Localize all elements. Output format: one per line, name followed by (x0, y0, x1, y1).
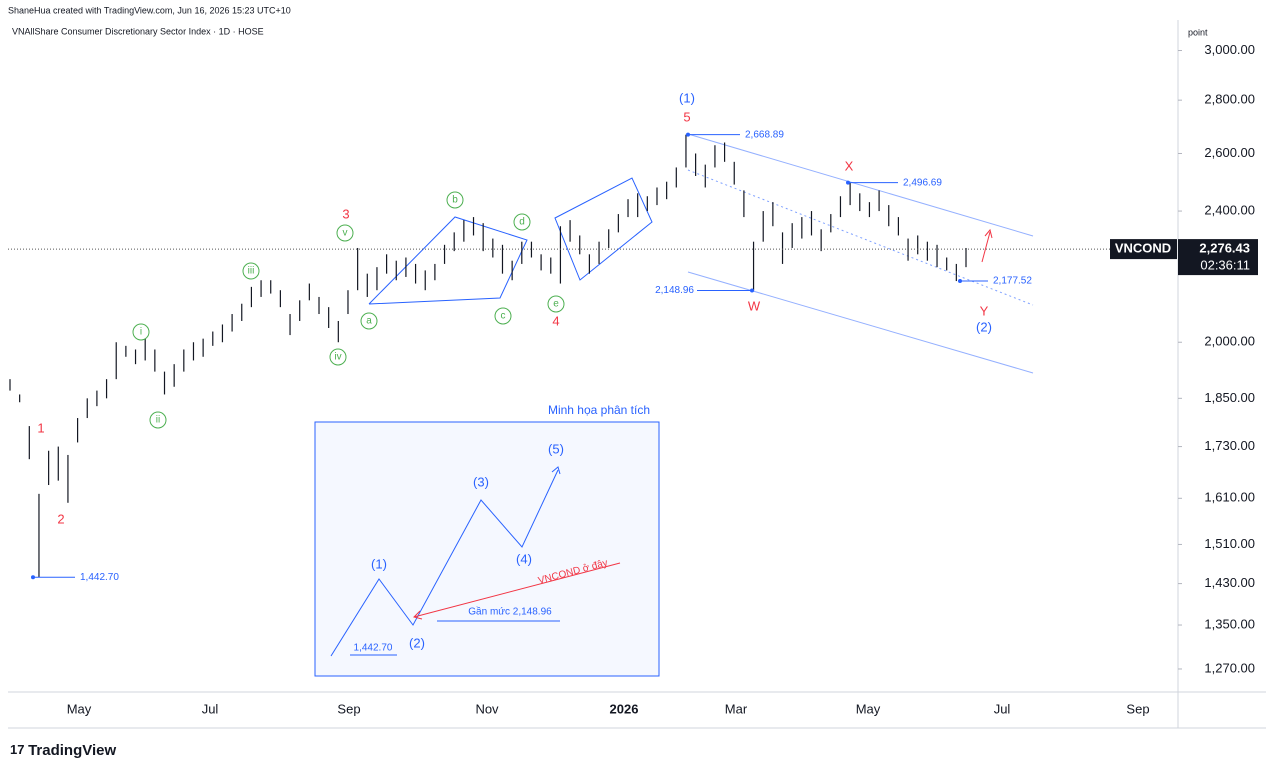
wave-label: iv (334, 352, 341, 363)
wave-circle (547, 295, 565, 313)
credit: ShaneHua created with TradingView.com, J… (8, 5, 291, 15)
price-marker-dot (31, 575, 35, 580)
price-marker-dot (686, 132, 690, 137)
wave-label: c (501, 311, 506, 322)
channel-upper (687, 133, 1034, 237)
x-tick-label: Nov (475, 701, 499, 716)
channel-mid (687, 169, 1034, 306)
x-tick-label: Sep (337, 701, 360, 716)
up-arrow-head (984, 228, 993, 239)
drawings: Minh họa phân tích 1,442.70 Gần mức 2,14… (314, 133, 1034, 677)
wave-label: 4 (552, 313, 559, 328)
wave-label: 2 (57, 511, 64, 526)
price-label: 2,668.89 (745, 129, 784, 140)
inset-wave-label: (1) (371, 556, 387, 571)
wave-label: 3 (342, 206, 349, 221)
inset-red-arrow (413, 562, 621, 618)
inset-title: Minh họa phân tích (548, 403, 650, 417)
wave-label: v (343, 228, 348, 239)
x-tick-label: May (856, 701, 881, 716)
wave-label: d (519, 217, 525, 228)
y-tick-label: 2,600.00 (1204, 145, 1255, 160)
inset-wave-label: (2) (409, 635, 425, 650)
y-tick-label: 2,000.00 (1204, 334, 1255, 349)
triangle (368, 216, 528, 305)
wave-circle (513, 213, 531, 231)
price-label: 1,442.70 (80, 572, 119, 583)
y-tick-label: 1,510.00 (1204, 536, 1255, 551)
wave-label: 1 (37, 420, 44, 435)
channel-box (554, 177, 653, 281)
inset-wave-label: (3) (473, 474, 489, 489)
wave-circle (132, 323, 150, 341)
y-tick-label: 1,730.00 (1204, 438, 1255, 453)
wave-circle (360, 312, 378, 330)
wave-circle (494, 307, 512, 325)
inset-wave-label: (4) (516, 551, 532, 566)
x-tick-label: 2026 (610, 701, 639, 716)
wave-label: ii (156, 415, 160, 426)
wave-label: (2) (976, 319, 992, 334)
x-tick-label: Jul (994, 701, 1011, 716)
wave-circle (336, 224, 354, 242)
wave-label: iii (248, 266, 255, 277)
axis-unit: point (1188, 27, 1208, 37)
price-label: 2,496.69 (903, 177, 942, 188)
wave-circle (329, 348, 347, 366)
inset-red-arrowhead (413, 610, 423, 620)
x-tick-label: May (67, 701, 92, 716)
wave-circle (149, 411, 167, 429)
ticker-label: VNCOND (1115, 241, 1171, 256)
up-arrow (981, 231, 991, 263)
channel-lower (687, 271, 1034, 374)
symbol-title: VNAllShare Consumer Discretionary Sector… (12, 26, 264, 36)
wave-circle (242, 262, 260, 280)
wave-label: (1) (679, 90, 695, 105)
y-tick-label: 2,400.00 (1204, 203, 1255, 218)
inset-zigzag (330, 469, 559, 657)
wave-label: e (553, 299, 559, 310)
inset-box (314, 421, 660, 677)
y-tick-label: 1,270.00 (1204, 660, 1255, 675)
x-tick-label: Mar (725, 701, 748, 716)
inset-arrowhead (551, 466, 561, 475)
price-marker-dot (750, 288, 754, 293)
x-tick-label: Jul (202, 701, 219, 716)
price-marker-dot (846, 180, 850, 185)
inset-near: Gần mức 2,148.96 (468, 606, 552, 618)
wave-label: i (140, 327, 142, 338)
wave-label: W (748, 298, 761, 313)
y-tick-label: 1,430.00 (1204, 575, 1255, 590)
wave-label: b (452, 195, 458, 206)
y-tick-label: 3,000.00 (1204, 42, 1255, 57)
price-marker-dot (958, 279, 962, 284)
last-price-box (1178, 239, 1258, 276)
y-tick-label: 1,350.00 (1204, 616, 1255, 631)
y-tick-label: 1,850.00 (1204, 390, 1255, 405)
wave-circle (446, 191, 464, 209)
brand: 17 TradingView (10, 742, 116, 759)
x-tick-label: Sep (1126, 701, 1149, 716)
wave-label: X (845, 158, 854, 173)
wave-label: 5 (683, 109, 690, 124)
wave-label: Y (980, 303, 989, 318)
last-price-label: 2,276.43 (1199, 241, 1250, 256)
countdown: 02:36:11 (1200, 258, 1250, 273)
wave-label: a (366, 316, 372, 327)
price-label: 2,177.52 (993, 276, 1032, 287)
y-tick-label: 2,800.00 (1204, 92, 1255, 107)
y-tick-label: 1,610.00 (1204, 490, 1255, 505)
price-label: 2,148.96 (655, 285, 694, 296)
inset-wave-label: (5) (548, 441, 564, 456)
ticker-box (1110, 239, 1177, 260)
inset-start: 1,442.70 (354, 643, 393, 654)
